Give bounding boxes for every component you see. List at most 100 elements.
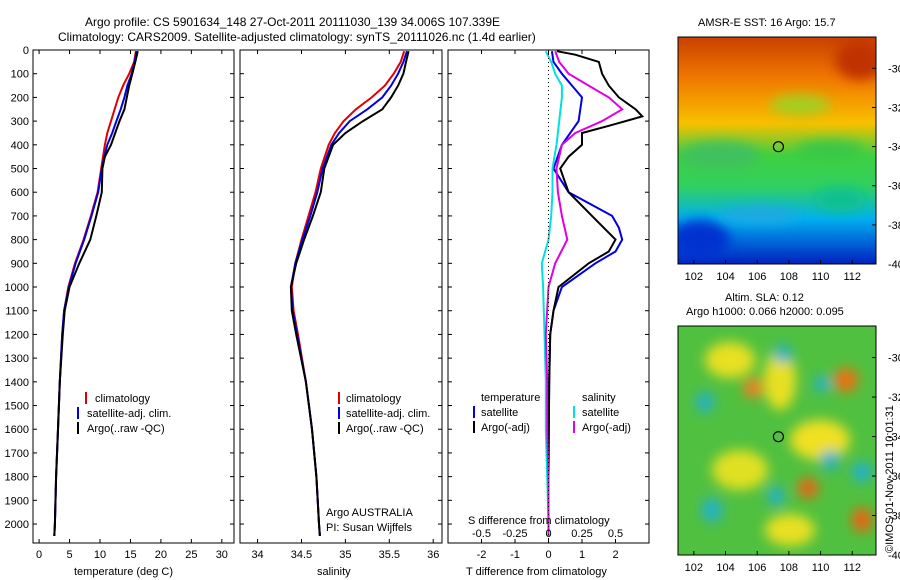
depth-tick-label: 700 [11, 211, 29, 223]
x-tick-label: -2 [477, 549, 487, 561]
map-y-tick-label: -38 [888, 220, 900, 232]
diff-xlabel: T difference from climatology [466, 566, 607, 578]
x-tick-label: 15 [124, 549, 136, 561]
x-tick-label: 10 [94, 549, 106, 561]
series-line-0-2 [53, 50, 139, 536]
profile-lines [53, 50, 645, 536]
header-line2: Climatology: CARS2009. Satellite-adjuste… [58, 30, 536, 44]
diff-legend-temp-title: temperature [481, 392, 540, 404]
depth-tick-label: 900 [11, 258, 29, 270]
depth-tick-label: 800 [11, 235, 29, 247]
sla-title1: Altim. SLA: 0.12 [725, 292, 804, 304]
map-x-tick-label: 108 [780, 271, 798, 283]
diff-legend-temp-argo: Argo(-adj) [481, 422, 530, 434]
map-x-tick-label: 106 [748, 271, 766, 283]
x-tick-label: 0 [545, 549, 551, 561]
depth-tick-label: 0 [23, 45, 29, 57]
map-x-tick-label: 110 [812, 271, 830, 283]
temp-legend-clim: climatology [95, 393, 151, 405]
temp-legend-argo: Argo(..raw -QC) [87, 423, 165, 435]
map-y-tick-label: -30 [888, 353, 900, 365]
x-tick-label: 0 [36, 549, 42, 561]
temperature-panel [32, 49, 235, 544]
map-x-tick-label: 104 [716, 562, 734, 574]
depth-axis: 0 100 200 300 400 500 600 700 800 900 1000 1100 1200… [5, 45, 29, 531]
sla-map-axes: 102 104 106 108 110 112 -30 -32 -34 -36 -38 -40 [685, 353, 900, 574]
x-tick-label: 5 [66, 549, 72, 561]
series-line-0-0 [53, 51, 137, 536]
map-x-tick-label: 102 [685, 562, 703, 574]
map-y-tick-label: -32 [888, 392, 900, 404]
sst-map-frame [677, 36, 877, 265]
x-tick-label: 1 [579, 549, 585, 561]
depth-tick-label: 1000 [5, 282, 29, 294]
depth-tick-label: 300 [11, 116, 29, 128]
depth-tick-label: 500 [11, 164, 29, 176]
depth-tick-label: 100 [11, 69, 29, 81]
sal-legend-clim: climatology [346, 393, 402, 405]
diff-legend-sal-title: salinity [582, 392, 616, 404]
sal-legend-sat: satellite-adj. clim. [346, 408, 430, 420]
diff-legend-temp-sat: satellite [481, 407, 518, 419]
sla-title2: Argo h1000: 0.066 h2000: 0.095 [686, 306, 844, 318]
panel-axes: 0 5 10 15 20 25 30 34 34.5 35 35.5 36 -2 -1 0 1 2 -0.5 -0.… [33, 49, 649, 561]
map-x-tick-label: 110 [812, 562, 830, 574]
map-y-tick-label: -34 [888, 432, 900, 444]
diff-top-tick-label: 0.25 [571, 528, 592, 540]
map-x-tick-label: 104 [716, 271, 734, 283]
footer-stamp: ©IMOS 01-Nov-2011 10:01:31 [884, 405, 896, 553]
depth-tick-label: 1200 [5, 329, 29, 341]
depth-tick-label: 1300 [5, 353, 29, 365]
sst-map [678, 37, 876, 264]
sal-legend-argo: Argo(..raw -QC) [346, 423, 424, 435]
x-tick-label: 2 [612, 549, 618, 561]
sst-map-axes: 102 104 106 108 110 112 -30 -32 -34 -36 -38 -40 [685, 63, 900, 283]
series-line-2-2 [540, 50, 563, 536]
x-tick-label: 30 [216, 549, 228, 561]
header-line1: Argo profile: CS 5901634_148 27-Oct-2011… [85, 15, 500, 29]
temp-legend: climatology satellite-adj. clim. Argo(..… [77, 392, 171, 435]
diff-legend-sal-sat: satellite [582, 407, 619, 419]
map-y-tick-label: -32 [888, 102, 900, 114]
map-y-tick-label: -34 [888, 142, 900, 154]
float-pi: PI: Susan Wijffels [326, 522, 412, 534]
map-x-tick-label: 106 [748, 562, 766, 574]
x-tick-label: 34 [251, 549, 263, 561]
depth-tick-label: 400 [11, 140, 29, 152]
depth-tick-label: 1700 [5, 448, 29, 460]
map-x-tick-label: 102 [685, 271, 703, 283]
map-y-tick-label: -30 [888, 63, 900, 75]
x-tick-label: 20 [155, 549, 167, 561]
sst-map-title: AMSR-E SST: 16 Argo: 15.7 [698, 17, 836, 29]
depth-tick-label: 1600 [5, 424, 29, 436]
depth-tick-label: 1100 [5, 306, 29, 318]
diff-top-tick-label: -0.5 [472, 528, 491, 540]
diff-top-label: S difference from climatology [468, 515, 610, 527]
depth-tick-label: 600 [11, 187, 29, 199]
x-tick-label: 25 [185, 549, 197, 561]
float-owner: Argo AUSTRALIA [326, 507, 413, 519]
map-x-tick-label: 112 [843, 271, 861, 283]
series-line-2-1 [547, 50, 645, 536]
depth-tick-label: 1500 [5, 401, 29, 413]
diff-legend-sal-argo: Argo(-adj) [582, 422, 631, 434]
series-line-0-1 [53, 51, 138, 536]
x-tick-label: 35.5 [379, 549, 400, 561]
series-line-1-2 [289, 50, 410, 536]
map-y-tick-label: -38 [888, 511, 900, 523]
diff-top-tick-label: 0.5 [608, 528, 623, 540]
map-y-tick-label: -40 [888, 259, 900, 271]
x-tick-label: 35 [339, 549, 351, 561]
map-y-tick-label: -36 [888, 181, 900, 193]
depth-tick-label: 1900 [5, 495, 29, 507]
x-tick-label: -1 [510, 549, 520, 561]
temp-xlabel: temperature (deg C) [74, 566, 173, 578]
sal-legend: climatology satellite-adj. clim. Argo(..… [326, 392, 430, 534]
x-tick-label: 36 [427, 549, 439, 561]
series-line-2-3 [544, 50, 624, 536]
sla-map [678, 326, 876, 555]
salinity-panel [239, 49, 443, 544]
map-y-tick-label: -36 [888, 471, 900, 483]
diff-legend: temperature salinity satellite Argo(-adj… [468, 392, 631, 527]
